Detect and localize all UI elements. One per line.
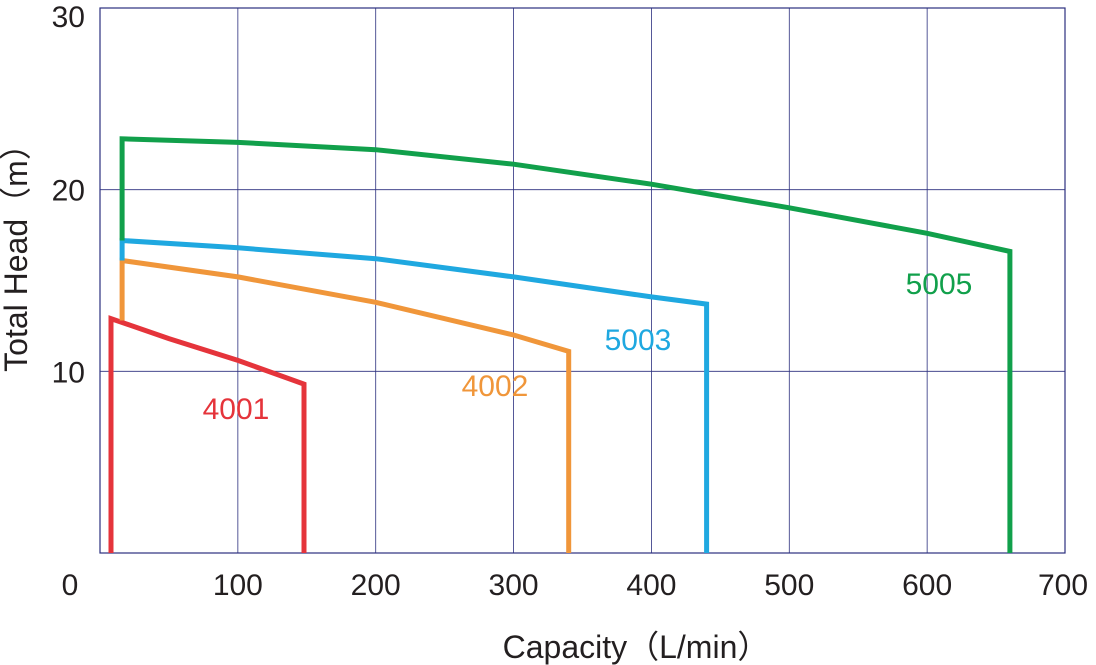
x-tick-label: 200 xyxy=(351,569,401,602)
y-tick-label: 20 xyxy=(52,175,85,208)
x-tick-labels: 0 100 200 300 400 500 600 700 xyxy=(62,569,1088,602)
plot-frame xyxy=(99,7,1066,554)
series-label-4001: 4001 xyxy=(203,393,270,426)
y-axis-title: Total Head（m） xyxy=(0,128,34,372)
grid-lines xyxy=(100,8,1065,553)
series-label-5005: 5005 xyxy=(906,268,973,301)
series-group xyxy=(108,136,1013,553)
y-tick-labels: 10 20 30 xyxy=(52,1,85,389)
series-line-4002 xyxy=(119,257,572,553)
x-tick-label: 0 xyxy=(62,569,79,602)
series-line-5003 xyxy=(119,237,710,553)
x-tick-label: 400 xyxy=(626,569,676,602)
series-line-4001 xyxy=(108,315,307,553)
series-labels: 4001 4002 5003 5005 xyxy=(203,268,973,426)
x-tick-label: 700 xyxy=(1038,569,1088,602)
series-label-4002: 4002 xyxy=(462,370,529,403)
x-tick-label: 100 xyxy=(213,569,263,602)
x-axis-title: Capacity（L/min） xyxy=(503,629,770,665)
series-label-5003: 5003 xyxy=(605,324,672,357)
y-tick-label: 10 xyxy=(52,356,85,389)
x-tick-label: 600 xyxy=(902,569,952,602)
series-line-5005 xyxy=(119,136,1013,553)
x-tick-label: 500 xyxy=(764,569,814,602)
x-tick-label: 300 xyxy=(489,569,539,602)
y-tick-label: 30 xyxy=(52,1,85,34)
